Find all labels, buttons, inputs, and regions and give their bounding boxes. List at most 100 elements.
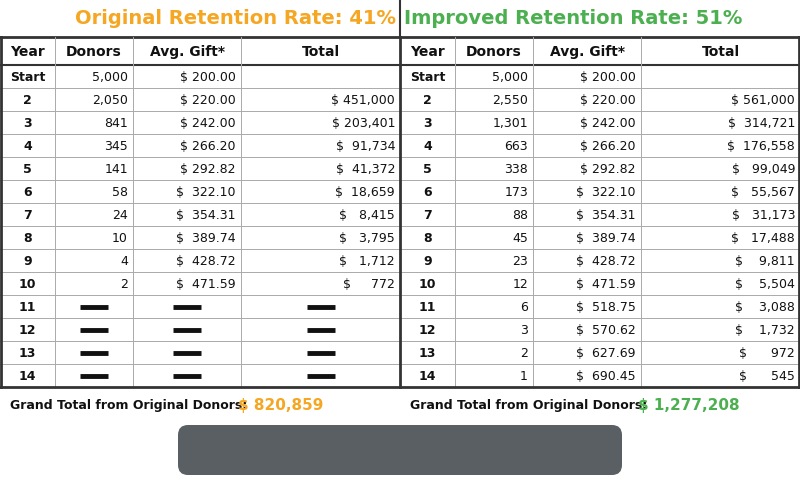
Text: $   31,173: $ 31,173 (731, 208, 795, 221)
Text: $  354.31: $ 354.31 (577, 208, 636, 221)
Text: 5: 5 (23, 163, 32, 176)
Text: $ 561,000: $ 561,000 (731, 94, 795, 107)
Text: $   1,712: $ 1,712 (339, 255, 395, 268)
Text: 2,050: 2,050 (92, 94, 128, 107)
Text: $ 292.82: $ 292.82 (181, 163, 236, 176)
Text: $  570.62: $ 570.62 (576, 323, 636, 336)
Text: Donors: Donors (66, 45, 122, 59)
Text: 4: 4 (23, 140, 32, 153)
Text: Avg. Gift*: Avg. Gift* (150, 45, 225, 59)
Text: Grand Total from Original Donors:: Grand Total from Original Donors: (10, 399, 247, 412)
Text: $   3,795: $ 3,795 (339, 231, 395, 244)
Text: 7: 7 (423, 208, 432, 221)
Text: $  518.75: $ 518.75 (576, 301, 636, 313)
Text: $ 1,277,208: $ 1,277,208 (638, 398, 740, 413)
Text: 1: 1 (520, 369, 528, 382)
Text: Donors: Donors (466, 45, 522, 59)
Text: $  41,372: $ 41,372 (335, 163, 395, 176)
Text: 10: 10 (112, 231, 128, 244)
Text: $  627.69: $ 627.69 (577, 346, 636, 359)
Text: 23: 23 (512, 255, 528, 268)
Text: 9: 9 (23, 255, 32, 268)
Text: $  354.31: $ 354.31 (177, 208, 236, 221)
Text: 12: 12 (18, 323, 36, 336)
Text: $      972: $ 972 (739, 346, 795, 359)
Text: Start: Start (10, 71, 45, 84)
Text: $  690.45: $ 690.45 (576, 369, 636, 382)
Text: $    1,732: $ 1,732 (735, 323, 795, 336)
Text: 4: 4 (423, 140, 432, 153)
Text: 5,000: 5,000 (492, 71, 528, 84)
Text: $ 820,859: $ 820,859 (238, 398, 323, 413)
Text: 11: 11 (418, 301, 436, 313)
Text: 11: 11 (18, 301, 36, 313)
Text: $  176,558: $ 176,558 (727, 140, 795, 153)
Text: 663: 663 (504, 140, 528, 153)
Text: 13: 13 (419, 346, 436, 359)
Text: 8: 8 (23, 231, 32, 244)
Text: $   8,415: $ 8,415 (339, 208, 395, 221)
Text: 2,550: 2,550 (492, 94, 528, 107)
Text: 8: 8 (423, 231, 432, 244)
Text: 12: 12 (418, 323, 436, 336)
Text: $  389.74: $ 389.74 (576, 231, 636, 244)
Text: $ 220.00: $ 220.00 (580, 94, 636, 107)
Text: Total: Total (702, 45, 739, 59)
Text: $ 451,000: $ 451,000 (331, 94, 395, 107)
FancyBboxPatch shape (178, 425, 622, 475)
Text: $      545: $ 545 (739, 369, 795, 382)
Text: 5: 5 (423, 163, 432, 176)
Text: Start: Start (410, 71, 445, 84)
Text: $  322.10: $ 322.10 (577, 186, 636, 198)
Text: $ 242.00: $ 242.00 (580, 117, 636, 130)
Text: $  18,659: $ 18,659 (335, 186, 395, 198)
Text: 2: 2 (423, 94, 432, 107)
Text: 841: 841 (104, 117, 128, 130)
Text: $ 266.20: $ 266.20 (181, 140, 236, 153)
Text: Original Retention Rate: 41%: Original Retention Rate: 41% (75, 10, 396, 29)
Text: 173: 173 (504, 186, 528, 198)
Text: 2: 2 (520, 346, 528, 359)
Text: 9: 9 (423, 255, 432, 268)
Text: $ 220.00: $ 220.00 (180, 94, 236, 107)
Text: 58: 58 (112, 186, 128, 198)
Text: 10: 10 (418, 278, 436, 291)
Text: $  91,734: $ 91,734 (335, 140, 395, 153)
Text: 3: 3 (423, 117, 432, 130)
Text: Improved Retention Rate: 51%: Improved Retention Rate: 51% (404, 10, 742, 29)
Text: $    9,811: $ 9,811 (735, 255, 795, 268)
Text: 7: 7 (23, 208, 32, 221)
Text: 3: 3 (520, 323, 528, 336)
Text: $ 203,401: $ 203,401 (331, 117, 395, 130)
Text: 14: 14 (418, 369, 436, 382)
Text: 338: 338 (504, 163, 528, 176)
Text: $  322.10: $ 322.10 (177, 186, 236, 198)
Text: Grand Total from Original Donors:: Grand Total from Original Donors: (410, 399, 647, 412)
Text: 345: 345 (104, 140, 128, 153)
Text: 2: 2 (120, 278, 128, 291)
Text: 1,301: 1,301 (492, 117, 528, 130)
Text: 6: 6 (520, 301, 528, 313)
Text: 5,000: 5,000 (92, 71, 128, 84)
Text: 12: 12 (512, 278, 528, 291)
Text: 13: 13 (19, 346, 36, 359)
Text: $ 266.20: $ 266.20 (581, 140, 636, 153)
Text: $  428.72: $ 428.72 (176, 255, 236, 268)
Text: $  389.74: $ 389.74 (176, 231, 236, 244)
Text: 3: 3 (23, 117, 32, 130)
Text: $  471.59: $ 471.59 (576, 278, 636, 291)
Text: 6: 6 (423, 186, 432, 198)
Text: $ 292.82: $ 292.82 (581, 163, 636, 176)
Text: 45: 45 (512, 231, 528, 244)
Text: 2: 2 (23, 94, 32, 107)
Text: $    3,088: $ 3,088 (735, 301, 795, 313)
Text: $ 200.00: $ 200.00 (180, 71, 236, 84)
Text: $    5,504: $ 5,504 (735, 278, 795, 291)
Text: 88: 88 (512, 208, 528, 221)
Text: Year: Year (410, 45, 445, 59)
Text: $ 242.00: $ 242.00 (180, 117, 236, 130)
Text: $  471.59: $ 471.59 (176, 278, 236, 291)
Text: 10: 10 (18, 278, 36, 291)
Text: Total: Total (302, 45, 339, 59)
Text: 14: 14 (18, 369, 36, 382)
